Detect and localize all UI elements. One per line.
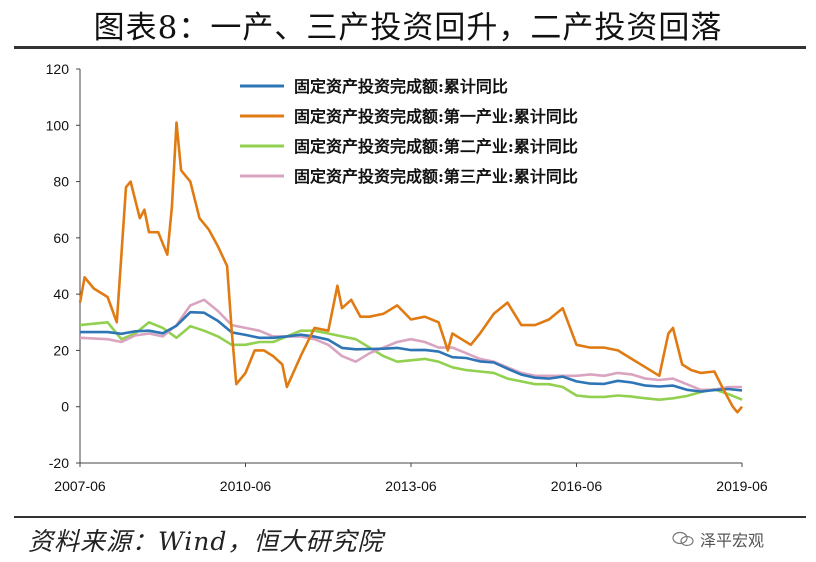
series-line	[79, 298, 742, 392]
legend-label: 固定资产投资完成额:累计同比	[294, 77, 508, 96]
x-tick-label: 2013-06	[385, 478, 437, 494]
y-tick-label: 40	[53, 286, 69, 302]
series-line	[80, 310, 743, 393]
y-tick-label: 60	[53, 230, 69, 246]
title-divider	[14, 46, 806, 49]
y-tick-label: 0	[61, 399, 69, 415]
line-chart: -20 0 20 40 60 80 100 120 2007-06 2010-06 2013-06 2…	[46, 61, 768, 494]
legend-label: 固定资产投资完成额:第一产业:累计同比	[294, 107, 578, 126]
chart-title: 图表8：一产、三产投资回升，二产投资回落	[93, 10, 723, 46]
x-tick-label: 2007-06	[54, 478, 106, 494]
y-tick-label: 120	[46, 61, 70, 77]
y-tick-label: 20	[53, 342, 69, 358]
source-divider	[14, 516, 806, 518]
series-line	[79, 321, 743, 401]
watermark-text: 泽平宏观	[700, 531, 765, 550]
x-tick-label: 2010-06	[220, 478, 272, 494]
y-tick-label: 100	[46, 117, 70, 133]
legend-label: 固定资产投资完成额:第三产业:累计同比	[294, 167, 578, 186]
x-tick-label: 2019-06	[716, 478, 768, 494]
y-tick-label: -20	[49, 455, 69, 471]
series-line	[78, 121, 744, 414]
watermark: 泽平宏观	[672, 527, 764, 551]
legend-label: 固定资产投资完成额:第二产业:累计同比	[294, 137, 578, 156]
source-note: 资料来源：Wind，恒大研究院	[28, 527, 384, 556]
y-tick-label: 80	[53, 174, 69, 190]
x-tick-label: 2016-06	[551, 478, 603, 494]
wechat-icon	[672, 531, 694, 547]
